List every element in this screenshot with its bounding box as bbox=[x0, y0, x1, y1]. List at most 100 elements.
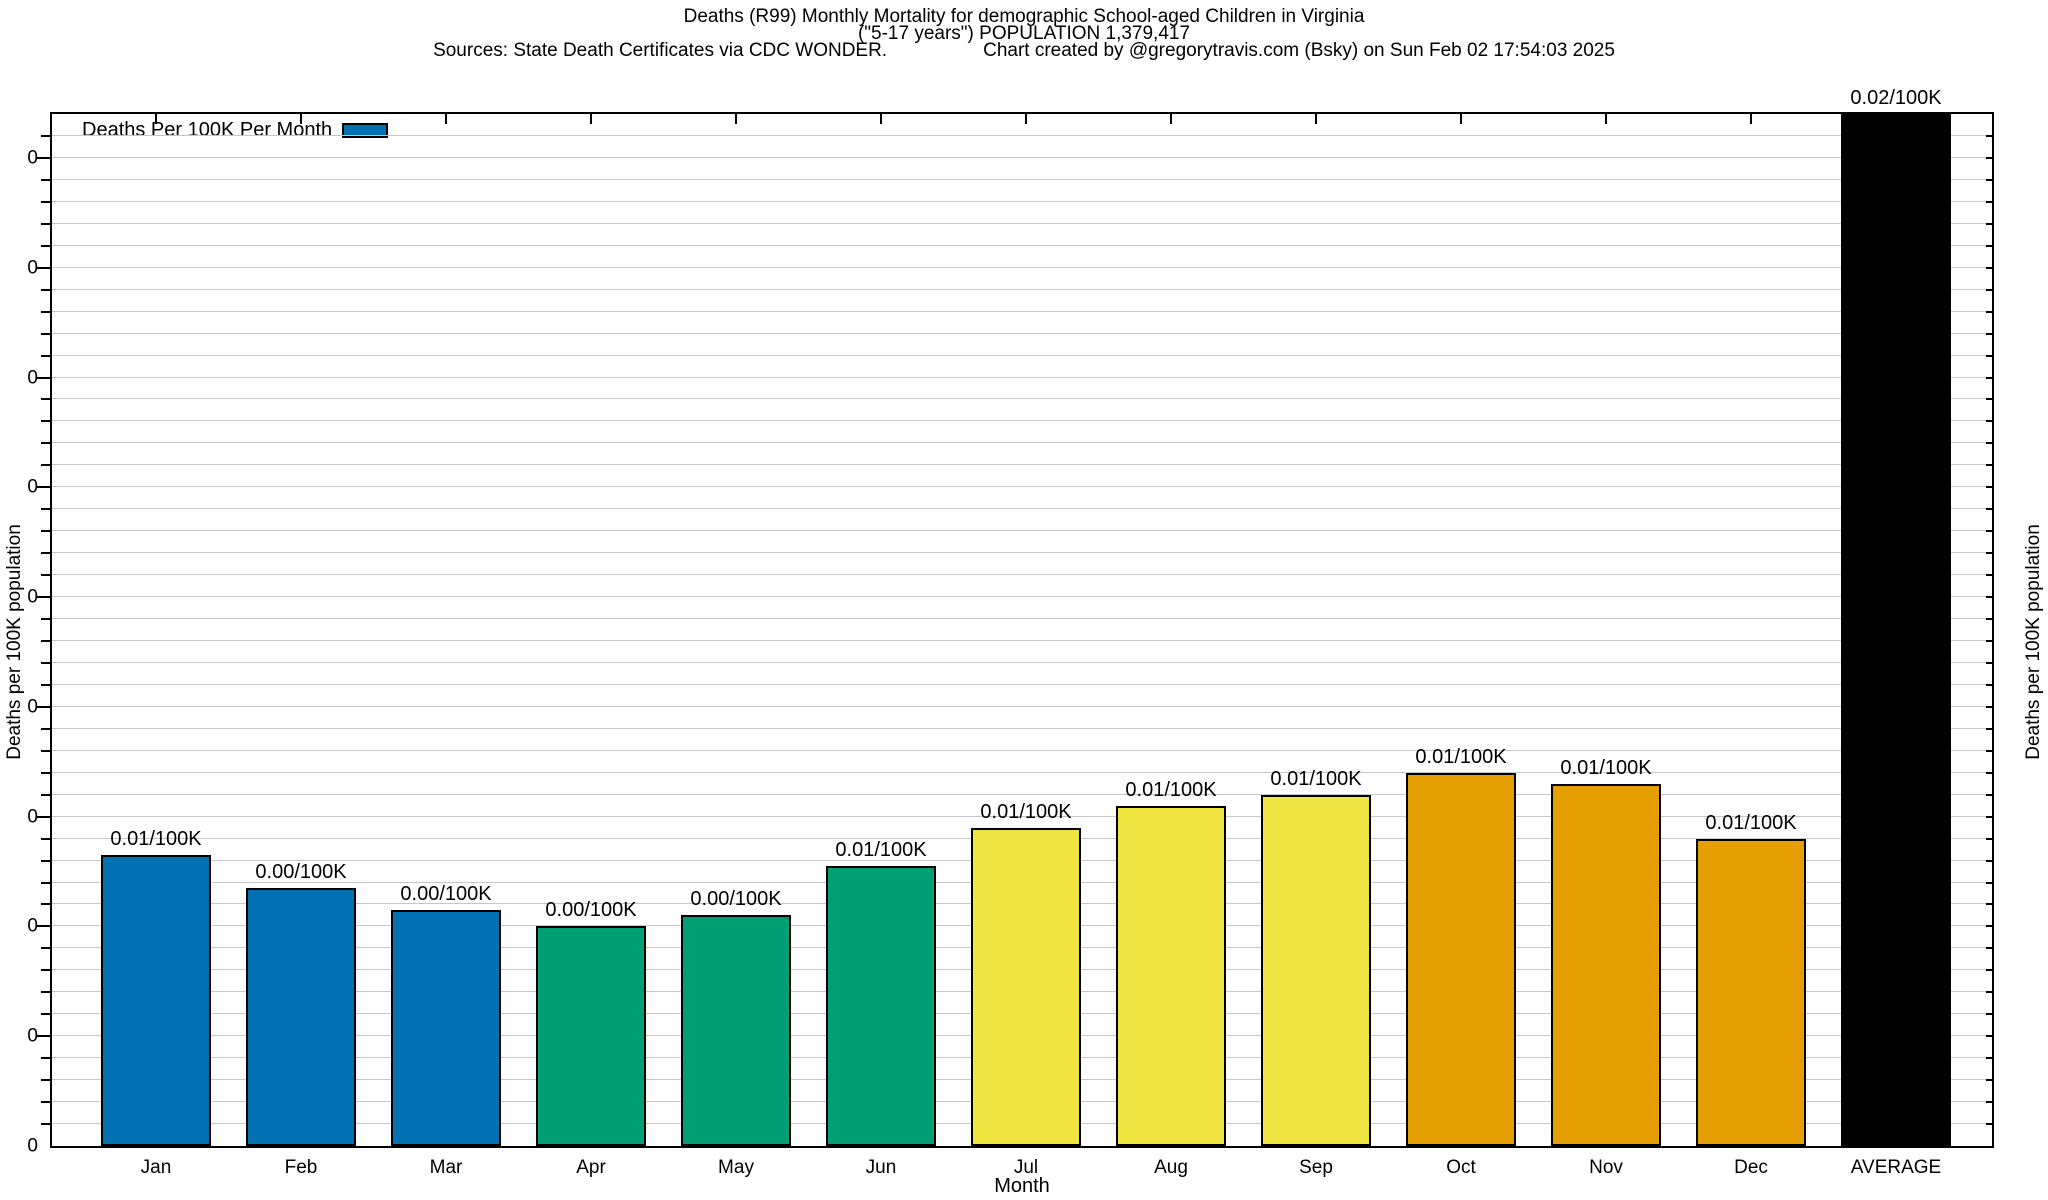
y-minor-tick bbox=[41, 442, 50, 445]
y-minor-tick bbox=[41, 222, 50, 225]
y-major-tick bbox=[36, 596, 50, 599]
x-top-tick bbox=[880, 114, 882, 124]
chart-source-note: Sources: State Death Certificates via CD… bbox=[433, 40, 888, 61]
y-minor-tick bbox=[41, 903, 50, 906]
gridline bbox=[52, 596, 1992, 598]
y-minor-tick bbox=[41, 398, 50, 401]
bar-value-label: 0.01/100K bbox=[980, 800, 1072, 823]
x-tick-label-jul: Jul bbox=[1013, 1157, 1039, 1178]
chart-header: Deaths (R99) Monthly Mortality for demog… bbox=[0, 7, 2048, 61]
y-right-tick bbox=[1986, 310, 1992, 313]
x-tick-label-oct: Oct bbox=[1446, 1157, 1476, 1178]
gridline bbox=[52, 464, 1992, 466]
y-right-tick bbox=[1986, 156, 1992, 159]
y-tick-label: 0 bbox=[27, 586, 38, 608]
y-minor-tick bbox=[41, 727, 50, 730]
y-minor-tick bbox=[41, 200, 50, 203]
x-tick-label-average: AVERAGE bbox=[1850, 1157, 1942, 1178]
gridline bbox=[52, 244, 1992, 246]
gridline bbox=[52, 376, 1992, 378]
gridline bbox=[52, 442, 1992, 444]
y-right-tick bbox=[1986, 991, 1992, 994]
gridline bbox=[52, 156, 1992, 158]
y-right-tick bbox=[1986, 200, 1992, 203]
y-tick-label: 0 bbox=[27, 367, 38, 388]
gridline bbox=[52, 508, 1992, 510]
bar-nov bbox=[1551, 783, 1661, 1146]
y-minor-tick bbox=[41, 771, 50, 774]
bar-value-label: 0.01/100K bbox=[110, 828, 202, 851]
bar-dec bbox=[1696, 838, 1806, 1146]
bar-may bbox=[681, 915, 791, 1146]
y-right-tick bbox=[1986, 903, 1992, 906]
y-tick-label: 0 bbox=[27, 1135, 38, 1157]
y-right-tick bbox=[1986, 420, 1992, 423]
y-major-tick bbox=[36, 1035, 50, 1038]
bar-sep bbox=[1261, 794, 1371, 1146]
y-major-tick bbox=[36, 266, 50, 269]
y-right-tick bbox=[1986, 749, 1992, 752]
x-tick-label-dec: Dec bbox=[1734, 1157, 1768, 1178]
y-tick-label: 0 bbox=[27, 806, 38, 828]
gridline bbox=[52, 288, 1992, 290]
y-minor-tick bbox=[41, 310, 50, 313]
gridline bbox=[52, 683, 1992, 685]
legend-label: Deaths Per 100K Per Month bbox=[82, 119, 333, 141]
y-right-tick bbox=[1986, 134, 1992, 137]
x-tick-label-sep: Sep bbox=[1299, 1157, 1333, 1178]
y-minor-tick bbox=[41, 244, 50, 247]
plot-area: Deaths Per 100K Per Month 0 0 0 0 0 0 0 0 0 0 0.01… bbox=[27, 88, 1994, 1177]
y-right-tick bbox=[1986, 705, 1992, 708]
gridline bbox=[52, 793, 1992, 795]
y-right-tick bbox=[1986, 947, 1992, 950]
y-minor-tick bbox=[41, 508, 50, 511]
y-tick-label: 0 bbox=[27, 476, 38, 498]
y-right-tick bbox=[1986, 837, 1992, 840]
chart-notes-line: Sources: State Death Certificates via CD… bbox=[0, 40, 2048, 61]
y-minor-tick bbox=[41, 859, 50, 862]
bar-feb bbox=[246, 888, 356, 1146]
y-right-tick bbox=[1986, 222, 1992, 225]
y-right-tick bbox=[1986, 574, 1992, 577]
bar-value-label: 0.01/100K bbox=[1415, 745, 1507, 768]
gridline bbox=[52, 815, 1992, 817]
bar-value-label: 0.00/100K bbox=[255, 861, 347, 883]
bar-value-label: 0.01/100K bbox=[835, 839, 927, 862]
y-minor-tick bbox=[41, 574, 50, 577]
x-tick-label-mar: Mar bbox=[429, 1157, 463, 1178]
y-tick-label: 0 bbox=[27, 257, 38, 279]
y-minor-tick bbox=[41, 552, 50, 555]
x-tick-label-may: May bbox=[718, 1157, 754, 1178]
gridline bbox=[52, 222, 1992, 224]
y-major-tick bbox=[36, 486, 50, 489]
y-tick-label: 0 bbox=[27, 915, 38, 937]
y-minor-tick bbox=[41, 881, 50, 884]
gridline bbox=[52, 530, 1992, 532]
gridline bbox=[52, 398, 1992, 400]
y-right-tick bbox=[1986, 1035, 1992, 1038]
x-axis-label: Month bbox=[994, 1175, 1050, 1197]
bar-jun bbox=[826, 866, 936, 1146]
y-right-tick bbox=[1986, 244, 1992, 247]
bar-jul bbox=[971, 827, 1081, 1146]
x-tick-label-jan: Jan bbox=[140, 1157, 172, 1178]
y-minor-tick bbox=[41, 178, 50, 181]
y-right-tick bbox=[1986, 266, 1992, 269]
y-minor-tick bbox=[41, 1013, 50, 1016]
bar-apr bbox=[536, 926, 646, 1146]
gridline bbox=[52, 705, 1992, 707]
gridline bbox=[52, 332, 1992, 334]
gridline bbox=[52, 727, 1992, 729]
gridline bbox=[52, 486, 1992, 488]
y-major-tick bbox=[36, 815, 50, 818]
x-top-tick bbox=[1025, 114, 1027, 124]
y-right-tick bbox=[1986, 925, 1992, 928]
y-minor-tick bbox=[41, 1057, 50, 1060]
gridline bbox=[52, 749, 1992, 751]
x-top-tick bbox=[1460, 114, 1462, 124]
y-right-tick bbox=[1986, 1057, 1992, 1060]
y-minor-tick bbox=[41, 134, 50, 137]
y-right-tick bbox=[1986, 793, 1992, 796]
y-axis-label-left: Deaths per 100K population bbox=[4, 524, 25, 760]
